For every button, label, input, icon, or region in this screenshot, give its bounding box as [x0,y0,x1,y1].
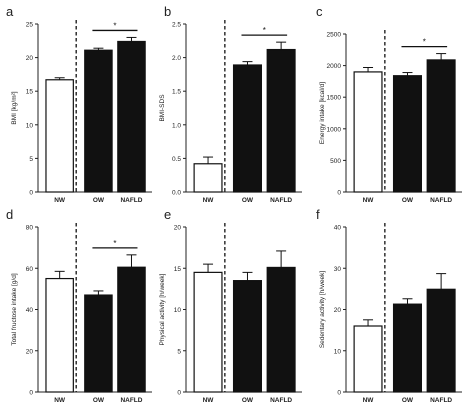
x-tick-label: OW [93,197,105,204]
bar-nafld [426,288,456,393]
bar-nafld [117,40,146,193]
bar-ow [84,294,113,393]
bar-nw [353,71,383,193]
chart-panel-f: f 0 10 20 30 40 Sedentary activity [h/week] NW O… [316,207,462,404]
y-tick-label: 20 [334,307,342,314]
bar-ow [232,280,262,393]
x-tick-label: OW [242,397,254,404]
x-tick-label: OW [402,197,414,204]
chart-panel-a: a 0 5 10 15 20 25 BMI [kg/m²] NW OW NAFLD * [6,4,152,204]
x-tick-label: NW [203,197,215,204]
panel-label: f [316,207,320,222]
y-tick-label: 0.0 [172,190,181,197]
y-tick-label: 15 [26,89,34,96]
y-tick-label: 20 [26,55,34,62]
significance-marker: * [113,21,116,30]
y-tick-label: 0 [337,390,341,397]
x-tick-label: NW [54,397,66,404]
y-tick-label: 1.5 [172,89,181,96]
y-tick-label: 40 [26,307,34,314]
chart-panel-b: b 0.0 0.5 1.0 1.5 2.0 2.5 BMI-SDS NW OW NAFLD * [159,4,302,204]
y-tick-label: 80 [26,225,34,232]
y-axis-label: BMI [kg/m²] [11,91,18,124]
bar-nw [45,79,74,193]
y-tick-label: 60 [26,266,34,273]
y-tick-label: 30 [334,266,342,273]
bar-ow [392,75,422,193]
x-tick-label: NAFLD [430,197,452,204]
chart-panel-e: e 0 5 10 15 20 Physical activity [h/week] NW OW N… [159,207,302,404]
y-tick-label: 500 [330,158,341,165]
bar-ow [84,49,113,193]
x-tick-label: NW [363,397,375,404]
x-tick-label: NW [203,397,215,404]
bar-nafld [117,266,146,393]
significance-marker: * [113,239,116,248]
y-tick-label: 1500 [327,95,342,102]
y-tick-label: 5 [29,156,33,163]
bar-nafld [266,48,296,193]
x-tick-label: NW [363,197,375,204]
y-tick-label: 0 [29,190,33,197]
y-tick-label: 1000 [327,126,342,133]
bar-nafld [426,59,456,193]
x-tick-label: OW [242,197,254,204]
panel-label: d [6,207,13,222]
bar-nafld [266,266,296,393]
x-tick-label: NAFLD [120,397,142,404]
x-tick-label: OW [402,397,414,404]
y-tick-label: 10 [334,348,342,355]
bar-nw [193,163,223,193]
y-axis-label: Physical activity [h/week] [159,273,166,345]
x-tick-label: NW [54,197,66,204]
y-tick-label: 2000 [327,63,342,70]
y-tick-label: 20 [174,225,182,232]
bar-nw [353,325,383,393]
y-tick-label: 40 [334,225,342,232]
bar-nw [45,277,74,393]
y-tick-label: 2.0 [172,55,181,62]
y-tick-label: 25 [26,22,34,29]
panel-label: c [316,4,323,19]
chart-panel-c: c 0 500 1000 1500 2000 2500 Energy intake [kcal… [316,4,462,204]
y-tick-label: 0 [177,390,181,397]
y-tick-label: 10 [174,307,182,314]
bar-nw [193,271,223,393]
x-tick-label: OW [93,397,105,404]
panel-label: a [6,4,14,19]
panel-label: b [164,4,171,19]
y-tick-label: 5 [177,348,181,355]
chart-panel-d: d 0 20 40 60 80 Total fructose intake [g/d] NW O… [6,207,152,404]
panel-label: e [164,207,171,222]
y-axis-label: Energy intake [kcal/d] [319,82,326,144]
y-axis-label: BMI-SDS [159,94,166,122]
bar-ow [392,303,422,393]
y-axis-label: Total fructose intake [g/d] [11,273,18,345]
y-tick-label: 2.5 [172,22,181,29]
y-tick-label: 10 [26,122,34,129]
y-tick-label: 20 [26,348,34,355]
x-tick-label: NAFLD [430,397,452,404]
x-tick-label: NAFLD [270,397,292,404]
y-tick-label: 0.5 [172,156,181,163]
significance-marker: * [423,38,426,47]
bar-ow [232,64,262,193]
y-axis-label: Sedentary activity [h/week] [319,271,326,349]
y-tick-label: 2500 [327,32,342,39]
x-tick-label: NAFLD [120,197,142,204]
y-tick-label: 0 [29,390,33,397]
y-tick-label: 1.0 [172,122,181,129]
y-tick-label: 0 [337,190,341,197]
significance-marker: * [263,26,266,35]
x-tick-label: NAFLD [270,197,292,204]
y-tick-label: 15 [174,266,182,273]
